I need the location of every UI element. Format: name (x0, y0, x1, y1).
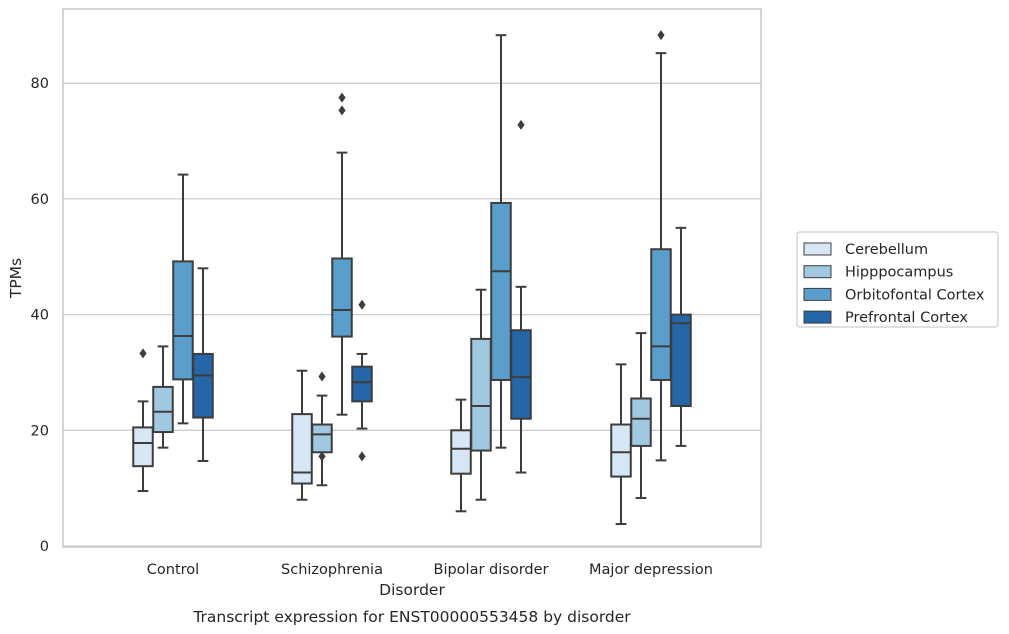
outlier-point (358, 299, 366, 310)
boxes (132, 30, 692, 526)
box-orbitofontal-cortex (490, 34, 512, 449)
outlier-point (338, 105, 346, 116)
x-tick-label: Control (147, 562, 199, 578)
legend-swatch (803, 287, 832, 301)
box-prefrontal-cortex (351, 299, 373, 462)
legend-swatch (803, 242, 832, 256)
box-hipppocampus (311, 371, 333, 487)
y-tick-label: 40 (31, 308, 49, 324)
y-axis-ticks: 0 20 40 60 80 (31, 76, 49, 555)
box-body (351, 365, 373, 403)
outlier-point (318, 371, 326, 382)
x-axis-title: Disorder (379, 581, 445, 599)
legend-label: Prefrontal Cortex (845, 310, 968, 326)
box-body (510, 329, 532, 420)
outlier-point (338, 92, 346, 103)
outlier-point (657, 30, 665, 41)
box-body (470, 337, 492, 452)
box-body (192, 352, 214, 419)
chart-caption: Transcript expression for ENST0000055345… (192, 608, 631, 626)
outlier-point (358, 451, 366, 462)
x-tick-label: Major depression (589, 562, 713, 578)
plot-area-frame (62, 8, 762, 548)
box-body (670, 313, 692, 408)
box-prefrontal-cortex (510, 119, 532, 474)
box-orbitofontal-cortex (331, 92, 353, 416)
y-tick-label: 80 (31, 76, 49, 92)
legend-label: Hipppocampus (845, 265, 953, 281)
box-hipppocampus (630, 332, 652, 499)
box-body (172, 260, 194, 381)
box-hipppocampus (152, 345, 174, 449)
legend: Cerebellum Hipppocampus Orbitofontal Corte… (796, 231, 999, 328)
box-body (650, 248, 672, 381)
x-tick-label: Bipolar disorder (434, 562, 549, 578)
outlier-point (139, 348, 147, 359)
box-orbitofontal-cortex (172, 173, 194, 425)
x-axis-ticks: Control Schizophrenia Bipolar disorder Majo… (147, 562, 713, 578)
legend-label: Cerebellum (845, 242, 928, 258)
box-body (311, 423, 333, 454)
box-prefrontal-cortex (192, 267, 214, 462)
box-body (152, 385, 174, 434)
box-body (490, 201, 512, 381)
box-orbitofontal-cortex (650, 30, 672, 462)
y-tick-label: 0 (40, 539, 49, 555)
legend-frame (796, 231, 999, 328)
outlier-point (318, 451, 326, 462)
box-body (132, 426, 154, 468)
y-tick-label: 60 (31, 192, 49, 208)
box-prefrontal-cortex (670, 226, 692, 447)
box-cerebellum (450, 398, 472, 513)
box-cerebellum (132, 348, 154, 493)
box-body (610, 423, 632, 478)
legend-swatch (803, 310, 832, 324)
x-tick-label: Schizophrenia (281, 562, 383, 578)
y-tick-label: 20 (31, 423, 49, 439)
box-body (630, 397, 652, 447)
legend-swatch (803, 265, 832, 279)
box-body (331, 257, 353, 338)
y-axis-title: TPMs (7, 258, 25, 299)
outlier-point (517, 119, 525, 130)
box-hipppocampus (470, 288, 492, 501)
box-cerebellum (610, 363, 632, 526)
legend-label: Orbitofontal Cortex (845, 287, 985, 303)
box-body (450, 429, 472, 475)
